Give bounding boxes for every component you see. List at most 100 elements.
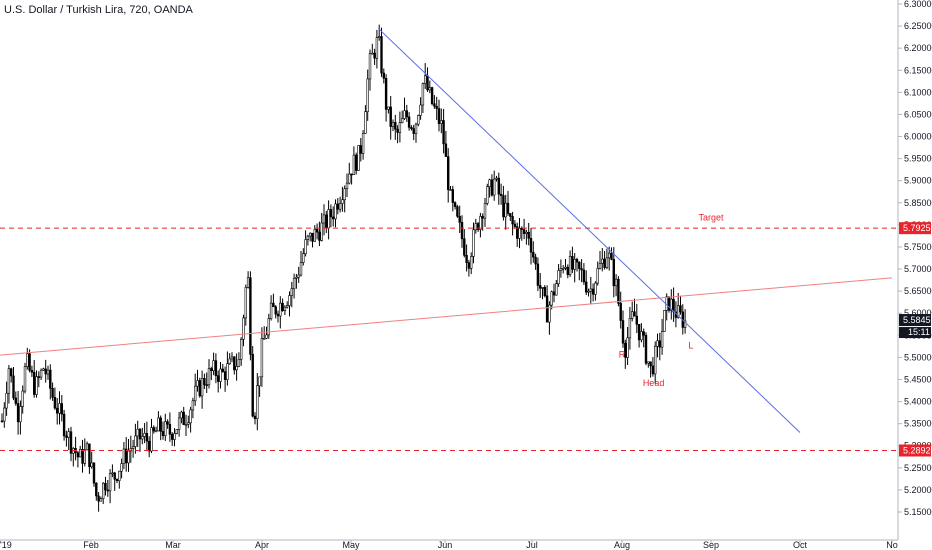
candle-body	[274, 306, 277, 315]
candle-body	[111, 472, 114, 475]
candle-body	[336, 203, 339, 210]
candle	[591, 283, 595, 302]
candle	[469, 252, 473, 275]
candle	[113, 471, 116, 491]
candle-body	[589, 288, 593, 292]
candle-body	[660, 331, 664, 348]
candle-body	[612, 259, 616, 287]
candle-body	[617, 278, 620, 304]
candle-body	[276, 313, 280, 317]
candle	[143, 422, 146, 444]
candle-body	[30, 370, 34, 373]
candle-body	[338, 203, 342, 210]
candle	[541, 286, 544, 300]
candle	[444, 130, 448, 157]
candle	[361, 130, 365, 160]
candle	[318, 221, 321, 247]
candle	[46, 365, 50, 380]
candle-body	[582, 269, 586, 283]
candle-body	[164, 421, 167, 437]
candle	[612, 247, 616, 298]
candle-body	[683, 320, 687, 328]
candle-body	[217, 375, 220, 382]
candle	[384, 74, 388, 122]
candle-body	[488, 179, 491, 187]
candle	[14, 391, 17, 406]
candle-body	[92, 462, 96, 484]
candle	[568, 250, 572, 277]
candle-body	[145, 432, 149, 442]
candle	[81, 439, 84, 473]
candle	[221, 363, 224, 373]
candle-body	[543, 287, 547, 297]
candle	[527, 222, 530, 246]
candle-body	[658, 340, 662, 348]
candle-body	[12, 375, 15, 399]
candle-body	[437, 108, 441, 124]
y-tick-label: 5.50000	[904, 352, 932, 362]
candle	[538, 273, 542, 298]
candle	[108, 469, 112, 504]
candle-body	[10, 368, 13, 377]
candle	[242, 314, 245, 347]
candle-body	[258, 376, 261, 387]
candle	[476, 221, 480, 232]
candle	[240, 337, 243, 366]
candle	[658, 332, 662, 361]
candle	[65, 430, 68, 447]
candle	[407, 112, 411, 131]
candle-body	[373, 52, 376, 59]
candle-body	[348, 173, 351, 184]
candle	[559, 259, 563, 278]
candle	[601, 248, 604, 272]
candle	[430, 86, 434, 106]
candle	[603, 250, 606, 270]
candle	[194, 373, 197, 406]
x-tick-label: May	[342, 540, 360, 550]
y-tick-label: 5.45000	[904, 374, 932, 384]
candle	[368, 49, 372, 91]
candle-body	[65, 435, 68, 438]
candle-body	[474, 223, 477, 231]
candle	[97, 492, 100, 512]
candle-body	[458, 215, 461, 223]
candle	[594, 281, 597, 301]
price-axis: 6.30000 6.25000 6.20000 6.15000 6.10000 6.050…	[897, 0, 932, 540]
candle	[499, 183, 503, 205]
candle	[640, 323, 643, 343]
candle	[85, 441, 89, 451]
candle-body	[81, 448, 84, 464]
y-tick-label: 6.15000	[904, 65, 932, 75]
candle	[405, 104, 408, 122]
candle-body	[83, 449, 87, 464]
candle-body	[635, 315, 639, 325]
candle-body	[518, 227, 521, 239]
candle	[253, 412, 257, 425]
candle-body	[253, 415, 257, 419]
candle-body	[102, 482, 105, 499]
candle	[251, 346, 254, 418]
candle	[679, 295, 682, 315]
candle-body	[419, 104, 422, 116]
y-tick-label: 5.60000	[904, 308, 932, 318]
candle-body	[412, 128, 415, 134]
candle-body	[513, 223, 517, 227]
candle	[295, 273, 298, 289]
candle	[102, 482, 105, 504]
candle-body	[566, 266, 570, 275]
candle-body	[382, 72, 385, 79]
candle-body	[138, 428, 142, 440]
candle	[398, 111, 402, 143]
y-tick-label: 6.20000	[904, 43, 932, 53]
y-tick-label: 5.25000	[904, 463, 932, 473]
candle	[138, 428, 142, 452]
candle	[440, 108, 443, 134]
candle-body	[180, 411, 183, 419]
candle	[490, 174, 494, 197]
candle-body	[486, 186, 489, 204]
y-tick-label: 5.35000	[904, 419, 932, 429]
level-price-badge-text: 5.28923	[903, 445, 932, 455]
candle	[479, 212, 482, 238]
